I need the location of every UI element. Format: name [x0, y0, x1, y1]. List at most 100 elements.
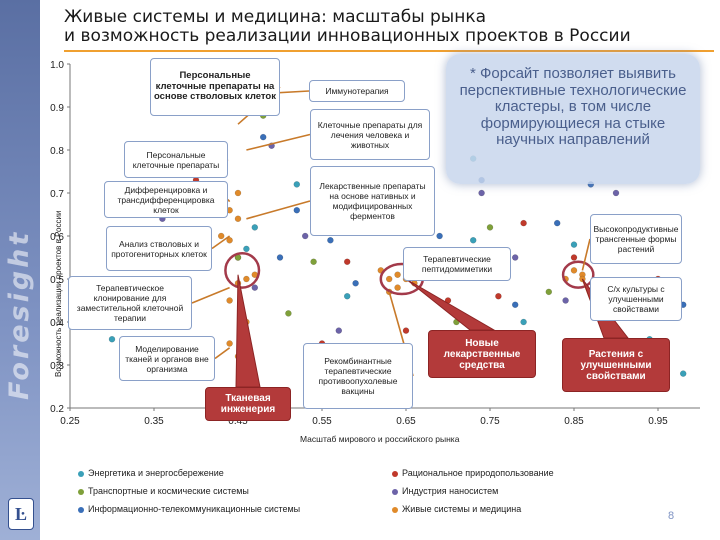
y-tick-label: 0.5 — [50, 275, 64, 286]
data-point-energy — [293, 181, 301, 188]
y-tick-label: 0.7 — [50, 189, 64, 200]
data-point-nature — [402, 327, 410, 334]
callout-label: Лекарственные препараты на основе нативн… — [310, 166, 435, 236]
x-tick-label: 0.55 — [312, 416, 332, 427]
legend-item-ict: Информационно-телекоммуникационные систе… — [78, 504, 300, 514]
callout-label: Иммунотерапия — [309, 80, 405, 102]
red-callout-label: Тканевая инженерия — [205, 387, 291, 421]
data-point-energy — [679, 370, 687, 377]
x-tick-label: 0.85 — [564, 416, 584, 427]
y-tick-label: 0.6 — [50, 232, 64, 243]
callout-label: Терапевтические пептидомиметики — [403, 247, 511, 281]
callout-leader — [211, 235, 231, 250]
legend-item-nature: Рациональное природопользование — [392, 468, 554, 478]
data-point-living — [217, 232, 225, 240]
callout-label: Персональные клеточные препараты — [124, 141, 228, 178]
x-tick-label: 0.25 — [60, 416, 80, 427]
title-line-2: и возможность реализации инновационных п… — [64, 26, 631, 46]
data-point-transport — [545, 288, 553, 296]
cluster-ellipse — [561, 260, 595, 289]
legend-marker-nature — [392, 470, 398, 477]
data-point-transport — [310, 258, 317, 266]
data-point-transport — [285, 310, 292, 317]
callout-label: Терапевтическое клонирование для замести… — [68, 276, 192, 330]
x-tick-label: 0.95 — [648, 416, 668, 427]
university-logo: Ŀ — [8, 498, 34, 530]
legend-item-living: Живые системы и медицина — [392, 504, 521, 514]
legend-label: Индустрия наносистем — [402, 486, 499, 496]
data-point-energy — [570, 241, 578, 248]
data-point-energy — [108, 335, 116, 343]
callout-label: Клеточные препараты для лечения человека… — [310, 109, 430, 160]
data-point-nano — [251, 284, 259, 291]
title-underline — [64, 50, 714, 52]
callout-leader — [214, 347, 231, 360]
data-point-energy — [469, 237, 477, 244]
data-point-energy — [343, 292, 351, 300]
y-tick-label: 0.2 — [50, 404, 64, 415]
callout-label: Анализ стволовых и протогениторных клето… — [106, 226, 212, 271]
callout-label: Дифференцировка и трансдифференцировка к… — [104, 181, 228, 218]
callout-leader — [246, 133, 311, 151]
legend-marker-transport — [78, 488, 84, 495]
y-tick-label: 0.3 — [50, 361, 64, 372]
data-point-living — [394, 271, 401, 278]
logo-mark: Ŀ — [14, 504, 27, 524]
data-point-nano — [301, 232, 309, 240]
foresight-note: * Форсайт позволяет выявить перспективны… — [446, 54, 700, 184]
callout-label: С/х культуры с улучшенными свойствами — [590, 277, 682, 321]
legend-item-nano: Индустрия наносистем — [392, 486, 498, 496]
data-point-living — [243, 275, 250, 283]
callout-leader — [246, 200, 311, 220]
sidebar-band — [0, 0, 40, 540]
x-tick-label: 0.35 — [144, 416, 164, 427]
legend-item-energy: Энергетика и энергосбережение — [78, 468, 224, 478]
data-point-living — [226, 297, 233, 304]
data-point-nature — [343, 258, 351, 266]
red-callout-pointer — [235, 274, 261, 388]
legend-label: Живые системы и медицина — [402, 504, 522, 514]
x-axis-label: Масштаб мирового и российского рынка — [300, 434, 460, 444]
data-point-ict — [293, 206, 301, 214]
data-point-nano — [478, 189, 485, 197]
x-tick-label: 0.75 — [480, 416, 500, 427]
data-point-nature — [495, 292, 502, 300]
data-point-living — [234, 215, 242, 223]
data-point-energy — [243, 245, 250, 253]
cluster-ellipse — [224, 251, 261, 289]
callout-label: Рекомбинантные терапевтические противооп… — [303, 343, 413, 409]
data-point-ict — [259, 133, 267, 141]
x-tick-label: 0.65 — [396, 416, 416, 427]
data-point-energy — [251, 224, 259, 231]
data-point-ict — [327, 237, 334, 244]
legend-marker-nano — [392, 488, 398, 495]
legend-label: Информационно-телекоммуникационные систе… — [88, 504, 301, 514]
callout-label: Высокопродуктивные трансгенные формы рас… — [590, 214, 682, 264]
callout-label: Персональные клеточные препараты на осно… — [150, 58, 280, 116]
data-point-living — [394, 284, 401, 291]
callout-leader — [581, 238, 591, 271]
legend-label: Рациональное природопользование — [402, 468, 554, 478]
data-point-transport — [486, 224, 494, 231]
page-title: Живые системы и медицина: масштабы рынка… — [64, 8, 714, 46]
y-tick-label: 1.0 — [50, 60, 64, 71]
page-number: 8 — [668, 510, 675, 522]
data-point-ict — [511, 301, 519, 309]
data-point-ict — [276, 254, 284, 261]
data-point-living — [385, 275, 393, 283]
callout-leader — [191, 286, 230, 304]
legend-item-transport: Транспортные и космические системы — [78, 486, 249, 496]
data-point-nature — [570, 254, 578, 261]
data-point-ict — [436, 232, 443, 240]
red-callout-label: Растения с улучшенными свойствами — [562, 338, 670, 392]
y-tick-label: 0.4 — [50, 318, 64, 329]
legend-label: Транспортные и космические системы — [88, 486, 249, 496]
legend-marker-energy — [78, 470, 84, 477]
legend-label: Энергетика и энергосбережение — [88, 468, 224, 478]
data-point-ict — [352, 280, 359, 287]
data-point-living — [226, 340, 233, 347]
data-point-living — [570, 267, 578, 274]
legend-marker-living — [392, 506, 398, 513]
y-axis-label: Возможность реализации проектов в России — [54, 210, 63, 377]
legend-marker-ict — [78, 506, 84, 513]
